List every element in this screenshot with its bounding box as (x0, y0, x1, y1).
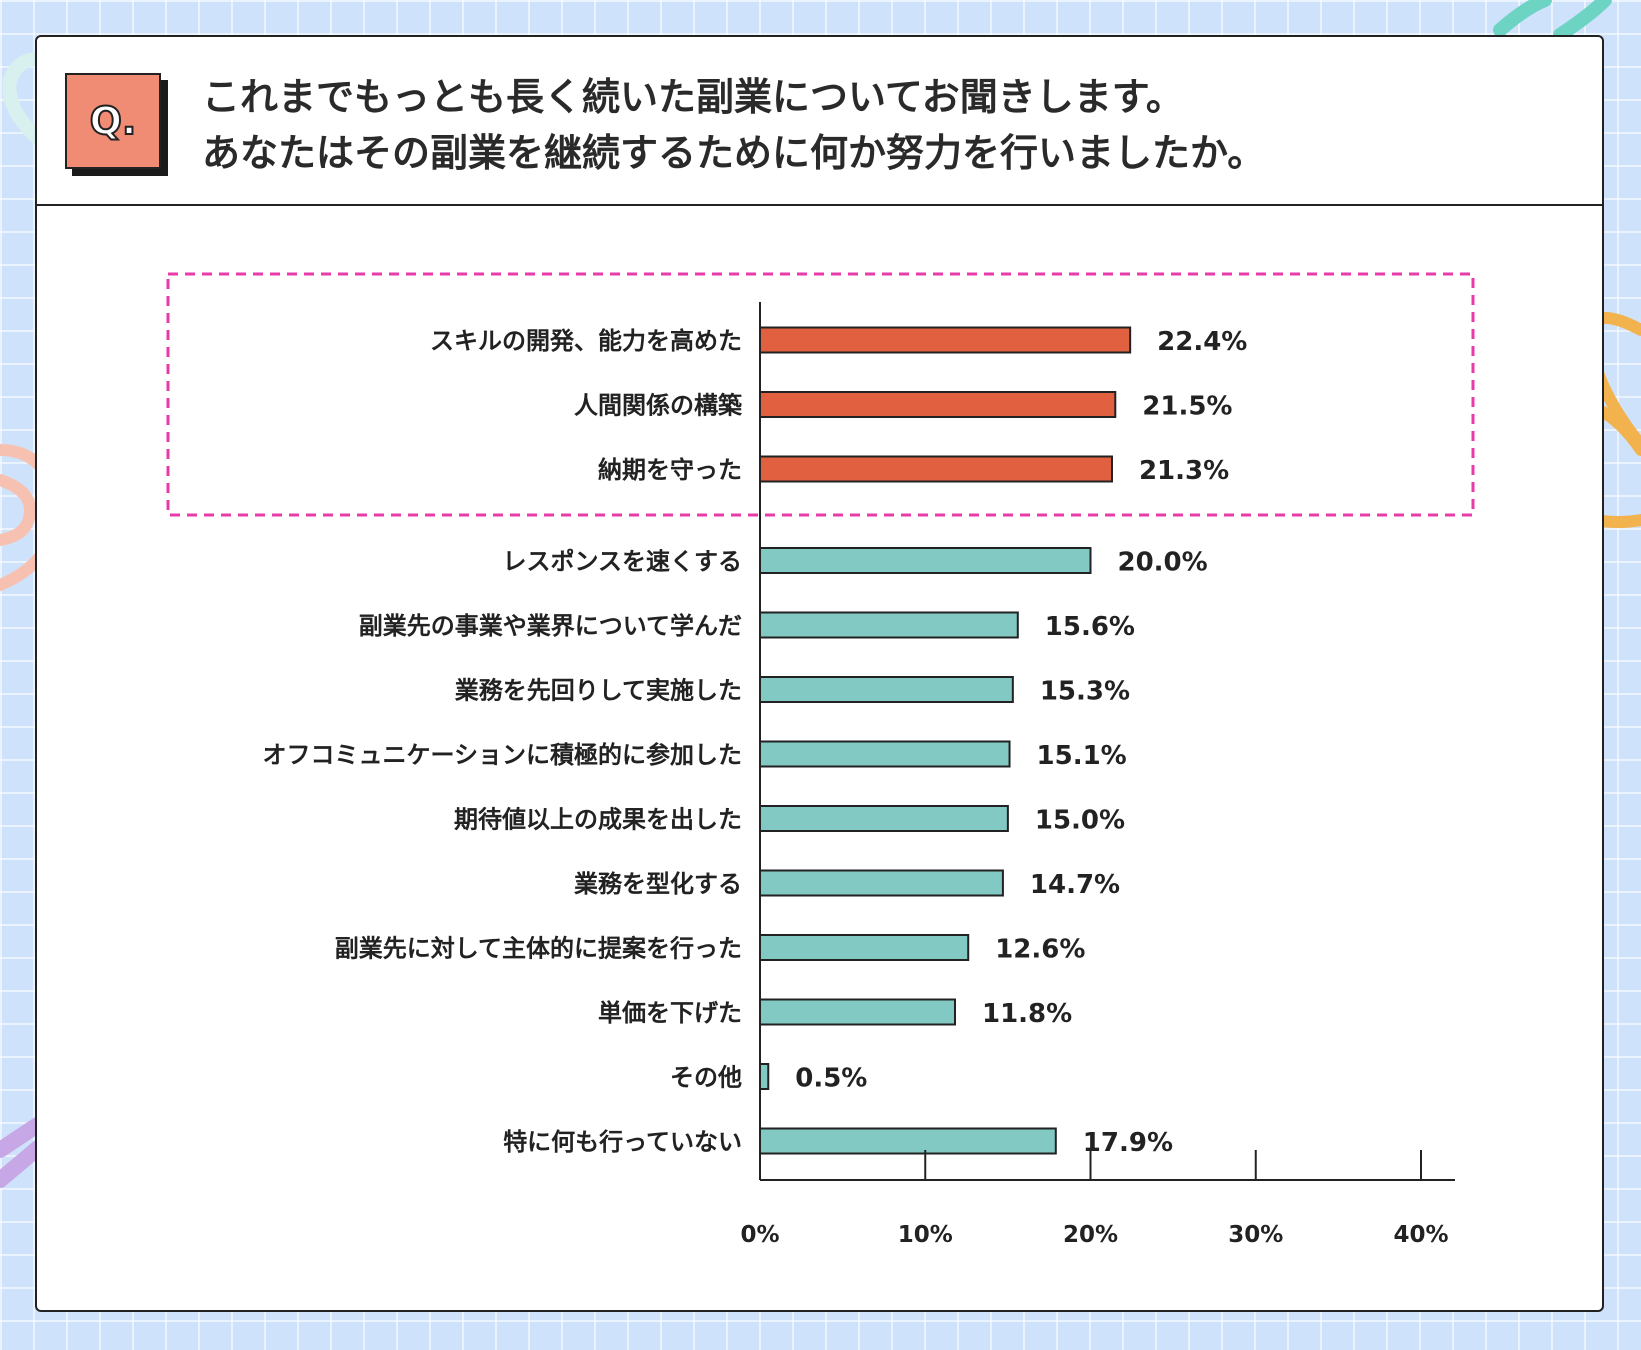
question-line-2: あなたはその副業を継続するために何か努力を行いましたか。 (202, 131, 1266, 175)
bar (759, 611, 1019, 639)
bar (759, 805, 1009, 832)
bar (759, 326, 1132, 354)
x-tick-label: 0% (740, 1222, 779, 1248)
category-label: 特に何も行っていない (503, 1128, 742, 1156)
bar (759, 740, 1011, 768)
value-label: 0.5% (795, 1064, 867, 1094)
value-label: 15.6% (1045, 612, 1135, 642)
value-label: 15.0% (1035, 806, 1125, 836)
category-label: 副業先に対して主体的に提案を行った (335, 935, 742, 963)
question-badge: Q. (65, 73, 161, 169)
question-text: これまでもっとも長く続いた副業についてお聞きします。 あなたはその副業を継続する… (202, 69, 1562, 181)
category-label: 副業先の事業や業界について学んだ (359, 612, 742, 640)
x-tick-label: 20% (1063, 1222, 1118, 1248)
question-line-1: これまでもっとも長く続いた副業についてお聞きします。 (202, 75, 1184, 119)
bar (759, 998, 956, 1026)
value-label: 21.3% (1139, 456, 1229, 486)
value-label: 15.3% (1040, 677, 1130, 707)
category-label: 期待値以上の成果を出した (454, 806, 742, 834)
category-label: 業務を型化する (574, 870, 742, 898)
x-tick-label: 30% (1228, 1222, 1283, 1248)
bar (759, 934, 970, 961)
category-label: 人間関係の構築 (574, 392, 743, 420)
x-tick-label: 40% (1393, 1222, 1448, 1248)
category-label: 納期を守った (598, 456, 742, 484)
survey-card: Q. これまでもっとも長く続いた副業についてお聞きします。 あなたはその副業を継… (35, 35, 1604, 1312)
value-label: 11.8% (982, 999, 1072, 1029)
value-label: 14.7% (1030, 870, 1120, 900)
teal-swoosh-decoration (1493, 0, 1612, 42)
value-label: 15.1% (1037, 741, 1127, 771)
question-header: Q. これまでもっとも長く続いた副業についてお聞きします。 あなたはその副業を継… (37, 37, 1602, 206)
value-label: 21.5% (1142, 392, 1232, 422)
category-label: オフコミュニケーションに積極的に参加した (262, 741, 742, 769)
value-label: 22.4% (1157, 327, 1247, 357)
category-label: スキルの開発、能力を高めた (430, 327, 742, 355)
bar (759, 676, 1014, 703)
value-label: 20.0% (1118, 548, 1208, 578)
highlight-frame (166, 272, 1475, 517)
value-label: 12.6% (995, 935, 1085, 965)
category-label: レスポンスを速くする (502, 548, 742, 576)
bar (759, 547, 1092, 574)
bar (759, 869, 1004, 897)
question-badge-label: Q. (89, 98, 138, 144)
bar (759, 1127, 1057, 1155)
bar (759, 455, 1113, 483)
category-label: 単価を下げた (598, 999, 742, 1027)
mint-curl-decoration (2, 52, 52, 147)
bar (759, 1063, 770, 1090)
category-label: その他 (670, 1064, 742, 1092)
value-label: 17.9% (1083, 1128, 1173, 1158)
bar (759, 391, 1117, 418)
category-label: 業務を先回りして実施した (455, 677, 742, 705)
x-tick-label: 10% (898, 1222, 953, 1248)
